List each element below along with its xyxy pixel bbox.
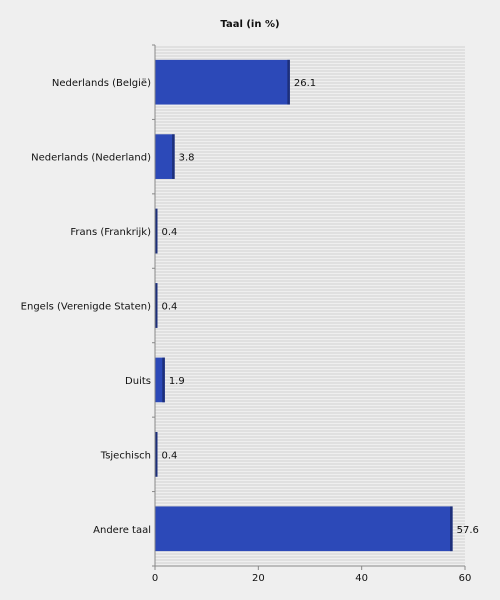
- category-label: Nederlands (Nederland): [31, 153, 151, 164]
- x-tick-label: 0: [152, 573, 158, 584]
- bar-edge-4: [162, 357, 165, 403]
- data-label: 0.4: [162, 227, 178, 238]
- category-label: Engels (Verenigde Staten): [21, 302, 151, 313]
- bar-edge-2: [155, 208, 158, 254]
- x-tick-label: 40: [355, 573, 368, 584]
- category-label: Tsjechisch: [100, 450, 151, 461]
- x-tick-label: 60: [459, 573, 472, 584]
- bar-edge-6: [450, 506, 453, 552]
- category-label: Andere taal: [93, 525, 151, 536]
- category-label: Frans (Frankrijk): [70, 227, 151, 238]
- bar-edge-3: [155, 283, 158, 328]
- bar-edge-0: [287, 59, 290, 105]
- grid-lines: [155, 46, 465, 564]
- axes: Nederlands (België) Nederlands (Nederland…: [21, 44, 472, 584]
- bar-edge-1: [172, 134, 175, 179]
- bar-1: [155, 134, 175, 179]
- chart-title: Taal (in %): [220, 19, 279, 30]
- bars: 26.1 3.8 0.4 0.4 1.9 0.4 57.6: [155, 59, 479, 552]
- bar-4: [155, 357, 165, 403]
- data-label: 0.4: [162, 450, 178, 461]
- bar-0: [155, 59, 290, 105]
- data-label: 1.9: [169, 376, 185, 387]
- category-label: Duits: [125, 376, 151, 387]
- data-label: 3.8: [179, 153, 195, 164]
- data-label: 57.6: [457, 525, 479, 536]
- x-tick-label: 20: [252, 573, 265, 584]
- bar-edge-5: [155, 432, 158, 477]
- bar-6: [155, 506, 453, 552]
- data-label: 26.1: [294, 78, 316, 89]
- category-label: Nederlands (België): [52, 78, 151, 89]
- data-label: 0.4: [162, 302, 178, 313]
